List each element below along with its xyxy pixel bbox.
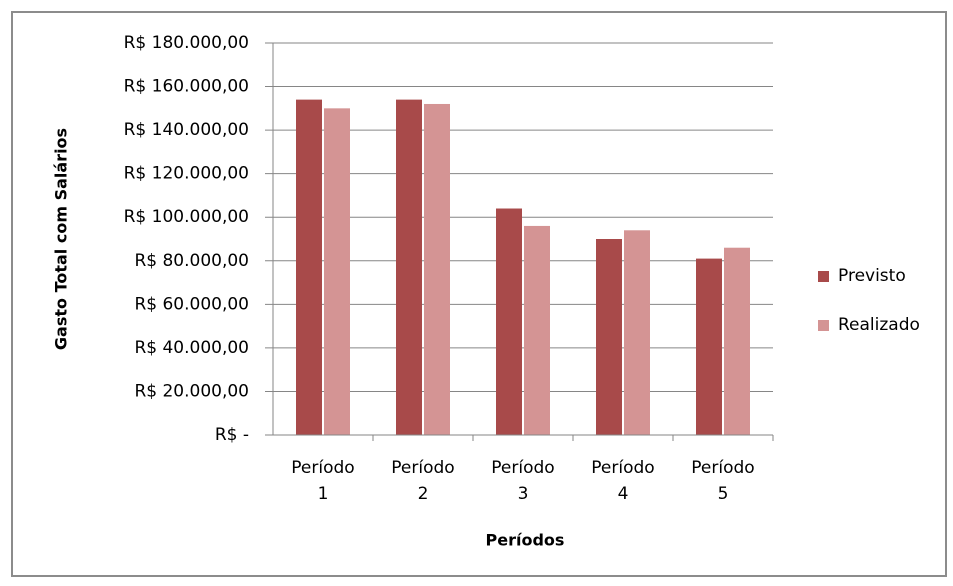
bar bbox=[624, 230, 650, 435]
legend-swatch bbox=[818, 271, 829, 282]
x-tick-label: Período 1 bbox=[291, 458, 354, 504]
legend-label: Previsto bbox=[838, 266, 906, 286]
bar bbox=[324, 108, 350, 435]
chart-frame bbox=[11, 11, 947, 577]
x-tick-label: Período 5 bbox=[691, 458, 754, 504]
y-axis-title: Gasto Total com Salários bbox=[52, 128, 71, 350]
bar bbox=[496, 208, 522, 435]
y-tick-label: R$ 100.000,00 bbox=[124, 207, 249, 227]
bar bbox=[696, 258, 722, 435]
x-tick-label: Período 4 bbox=[591, 458, 654, 504]
y-tick-label: R$ 20.000,00 bbox=[134, 381, 249, 401]
bar bbox=[424, 103, 450, 435]
y-tick-label: R$ 140.000,00 bbox=[124, 120, 249, 140]
y-tick-label: R$ - bbox=[215, 425, 249, 445]
legend-label: Realizado bbox=[838, 315, 920, 335]
y-tick-label: R$ 160.000,00 bbox=[124, 77, 249, 97]
bar bbox=[296, 99, 322, 435]
bar bbox=[396, 99, 422, 435]
bar bbox=[524, 225, 550, 435]
y-tick-label: R$ 60.000,00 bbox=[134, 294, 249, 314]
x-axis-title: Períodos bbox=[486, 531, 565, 550]
y-tick-label: R$ 120.000,00 bbox=[124, 164, 249, 184]
y-tick-label: R$ 80.000,00 bbox=[134, 251, 249, 271]
y-tick-label: R$ 40.000,00 bbox=[134, 338, 249, 358]
x-tick-label: Período 3 bbox=[491, 458, 554, 504]
bar bbox=[596, 239, 622, 435]
x-tick-label: Período 2 bbox=[391, 458, 454, 504]
bar bbox=[724, 247, 750, 435]
y-tick-label: R$ 180.000,00 bbox=[124, 33, 249, 53]
legend-swatch bbox=[818, 320, 829, 331]
